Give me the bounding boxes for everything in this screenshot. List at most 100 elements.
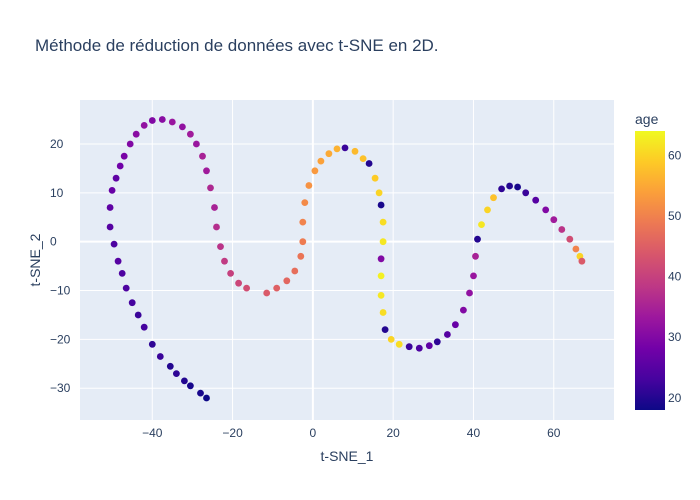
x-tick-label: 0 [310, 426, 317, 440]
x-tick-label: 20 [386, 426, 400, 440]
data-point [203, 394, 210, 402]
data-point [395, 340, 403, 348]
data-point [263, 289, 271, 297]
data-point [193, 140, 200, 148]
y-tick-label: −20 [50, 332, 71, 346]
data-point [460, 306, 467, 314]
data-point [484, 206, 491, 214]
data-point [207, 184, 214, 192]
data-point [317, 157, 325, 165]
data-point [379, 309, 387, 316]
data-point [470, 272, 477, 280]
data-point [311, 167, 319, 175]
data-point [203, 167, 210, 175]
y-tick-label: −30 [50, 381, 71, 395]
data-point [341, 144, 349, 152]
data-point [116, 162, 124, 170]
data-point [166, 362, 174, 370]
data-point [197, 389, 204, 397]
y-tick-label: 20 [50, 137, 64, 151]
data-point [301, 199, 309, 207]
data-point [351, 147, 359, 155]
data-point [466, 289, 473, 297]
data-point [377, 201, 385, 209]
data-point [377, 272, 385, 280]
data-point [506, 182, 513, 190]
data-point [558, 226, 566, 233]
data-point [156, 353, 164, 360]
data-point [173, 370, 180, 377]
data-point [181, 377, 188, 385]
data-point [550, 216, 558, 224]
x-axis-title: t-SNE_1 [321, 448, 374, 464]
data-point [217, 243, 224, 251]
data-point [187, 382, 194, 390]
data-point [359, 155, 367, 163]
data-point [126, 140, 134, 148]
data-point [333, 145, 341, 153]
data-point [472, 252, 479, 260]
data-point [578, 257, 586, 265]
data-point [375, 189, 383, 197]
data-point [452, 321, 459, 329]
data-point [128, 299, 136, 307]
x-tick-label: 60 [547, 426, 561, 440]
data-point [106, 204, 114, 211]
data-point [433, 338, 441, 346]
data-point [379, 238, 387, 246]
data-point [199, 152, 206, 160]
data-point [283, 277, 291, 285]
colorbar-gradient [635, 131, 665, 410]
data-point [405, 343, 413, 351]
data-point [425, 342, 433, 350]
x-tick-label: −20 [222, 426, 243, 440]
data-point [299, 218, 307, 226]
data-point [542, 206, 550, 214]
data-point [213, 223, 220, 231]
chart-title: Méthode de réduction de données avec t-S… [35, 36, 439, 55]
data-point [227, 270, 235, 277]
data-point [134, 311, 142, 319]
data-point [415, 344, 423, 352]
colorbar-tick-label: 20 [668, 391, 682, 405]
data-point [514, 183, 521, 191]
colorbar-tick-label: 50 [668, 209, 682, 223]
data-point [140, 323, 148, 331]
x-tick-label: −40 [142, 426, 163, 440]
data-point [532, 196, 540, 204]
y-axis-title: t-SNE_2 [27, 233, 43, 286]
data-point [158, 116, 166, 123]
y-tick-label: 0 [50, 235, 57, 249]
data-point [379, 218, 387, 226]
data-point [122, 284, 130, 292]
data-point [377, 255, 385, 263]
data-points [106, 116, 586, 402]
data-point [132, 130, 140, 138]
data-point [478, 221, 485, 229]
data-point [120, 152, 128, 160]
colorbar-tick-label: 30 [668, 330, 682, 344]
data-point [371, 174, 379, 182]
data-point [221, 257, 228, 265]
data-point [377, 292, 385, 299]
data-point [179, 123, 186, 131]
colorbar-tick-label: 40 [668, 270, 682, 284]
data-point [235, 279, 243, 287]
data-point [444, 331, 451, 338]
data-point [291, 267, 299, 275]
data-point [108, 187, 116, 194]
data-point [325, 150, 333, 158]
data-point [572, 245, 580, 253]
data-point [118, 270, 126, 277]
data-point [381, 326, 389, 333]
data-point [566, 235, 574, 243]
data-point [114, 257, 122, 265]
data-point [106, 223, 114, 231]
y-tick-labels: −30 −20 −10 0 10 20 [50, 137, 71, 395]
data-point [498, 185, 505, 193]
data-point [305, 182, 313, 189]
data-point [110, 240, 118, 248]
colorbar: age 20 30 40 50 60 [635, 111, 682, 410]
data-point [243, 284, 251, 292]
